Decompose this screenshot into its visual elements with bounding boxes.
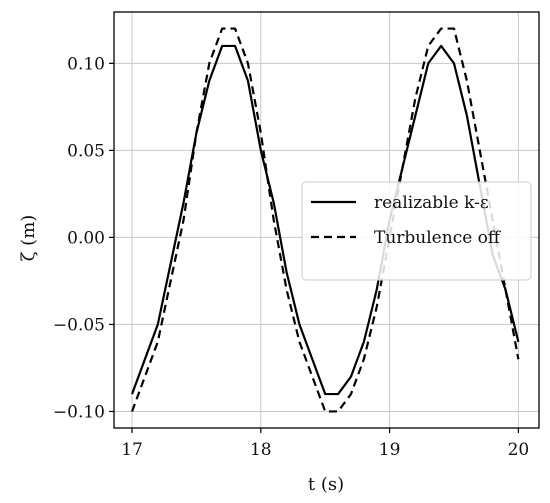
grid xyxy=(114,12,539,428)
y-tick-label: −0.05 xyxy=(53,315,105,335)
y-tick-label: 0.05 xyxy=(67,141,105,161)
x-tick-label: 20 xyxy=(508,440,530,460)
legend-label-turbulence-off: Turbulence off xyxy=(374,228,502,248)
plot-lines xyxy=(130,27,520,413)
y-tick-label: 0.10 xyxy=(67,54,105,74)
x-axis-label: t (s) xyxy=(308,474,344,495)
y-tick-label: 0.00 xyxy=(67,228,105,248)
y-tick-label: −0.10 xyxy=(53,402,105,422)
series-line-turbulence-off xyxy=(130,27,520,413)
axis-ticks: 17 18 19 20 −0.10 −0.05 0.00 0.05 0.10 xyxy=(53,54,529,460)
legend-box xyxy=(301,181,532,281)
plot-frame xyxy=(113,11,540,429)
legend: realizable k-ε Turbulence off xyxy=(301,181,532,281)
x-tick-label: 17 xyxy=(121,440,143,460)
x-tick-label: 18 xyxy=(250,440,272,460)
series-line-realizable xyxy=(130,44,520,396)
x-tick-label: 19 xyxy=(379,440,401,460)
legend-label-realizable: realizable k-ε xyxy=(374,193,489,213)
y-axis-label: ζ (m) xyxy=(18,215,39,262)
